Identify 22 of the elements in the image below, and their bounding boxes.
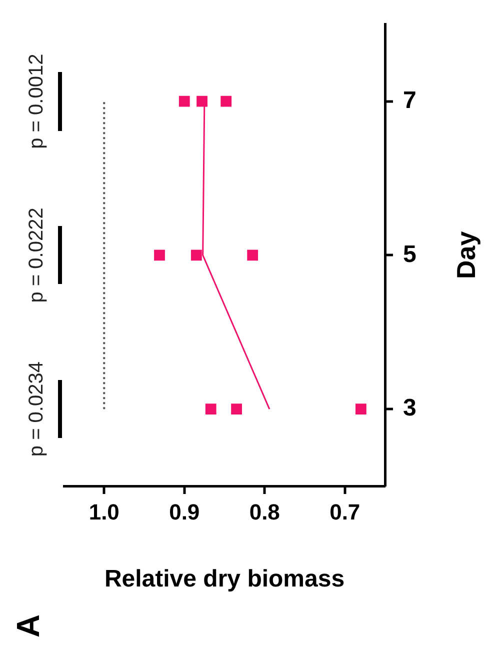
point xyxy=(231,404,242,415)
point xyxy=(220,96,232,107)
point xyxy=(154,250,165,261)
x-tick-label: 0.8 xyxy=(249,499,280,524)
y-axis-title: Day xyxy=(451,230,482,280)
point xyxy=(247,250,258,261)
y-tick-label: 5 xyxy=(403,240,416,268)
y-tick-label: 7 xyxy=(403,86,416,114)
y-tick-label: 3 xyxy=(403,394,416,422)
point xyxy=(178,96,190,107)
text: p = 0.0222 xyxy=(26,208,48,303)
x-tick-label: 1.0 xyxy=(88,499,120,524)
text: p = 0.0012 xyxy=(26,54,48,149)
point xyxy=(190,250,202,261)
point xyxy=(205,404,216,415)
point xyxy=(355,404,366,415)
text: p = 0.0234 xyxy=(26,362,48,457)
x-tick-label: 0.7 xyxy=(330,499,360,524)
text: A xyxy=(10,614,46,638)
point xyxy=(196,96,208,107)
x-tick-label: 0.9 xyxy=(169,499,200,524)
x-axis-title: Relative dry biomass xyxy=(104,566,345,593)
